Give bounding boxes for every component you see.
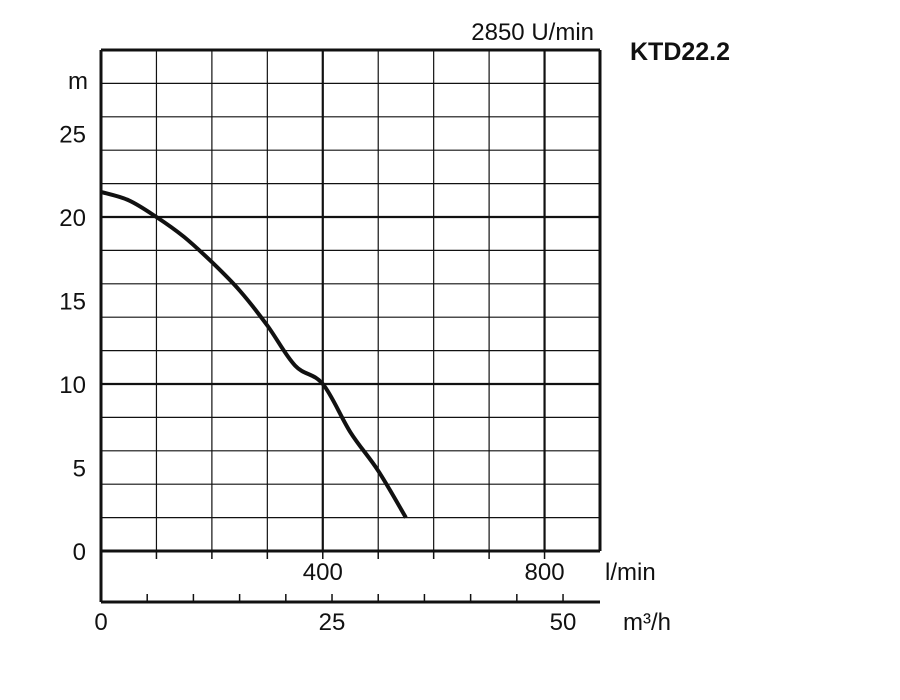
x-tick-label-m3h: 25 xyxy=(319,609,346,636)
y-tick-label: 15 xyxy=(59,289,86,316)
label-layer: 2850 U/min KTD22.2 m l/min m³/h xyxy=(68,19,730,636)
plot-frame xyxy=(99,48,602,604)
x-tick-label-lmin: 400 xyxy=(303,559,343,586)
x-tick-label-m3h: 50 xyxy=(550,609,577,636)
y-tick-label: 10 xyxy=(59,372,86,399)
x-tick-label-lmin: 800 xyxy=(525,559,565,586)
chart-title: KTD22.2 xyxy=(630,38,730,66)
series-layer xyxy=(100,189,408,519)
chart-subtitle: 2850 U/min xyxy=(471,19,594,46)
x-tick-label-m3h: 0 xyxy=(94,609,107,636)
y-axis-label: m xyxy=(68,68,88,95)
y-tick-label: 20 xyxy=(59,205,86,232)
y-tick-label: 5 xyxy=(73,456,86,483)
pump-curve-line xyxy=(100,189,408,519)
y-tick-labels: 0 5 10 15 20 25 xyxy=(59,122,86,567)
x-axis-label-lmin: l/min xyxy=(605,559,656,586)
x-axis-label-m3h: m³/h xyxy=(623,609,671,636)
y-tick-label: 0 xyxy=(73,539,86,566)
y-tick-label: 25 xyxy=(59,122,86,149)
x-tick-labels: 400 800 0 25 50 xyxy=(94,559,576,636)
grid xyxy=(101,50,600,551)
